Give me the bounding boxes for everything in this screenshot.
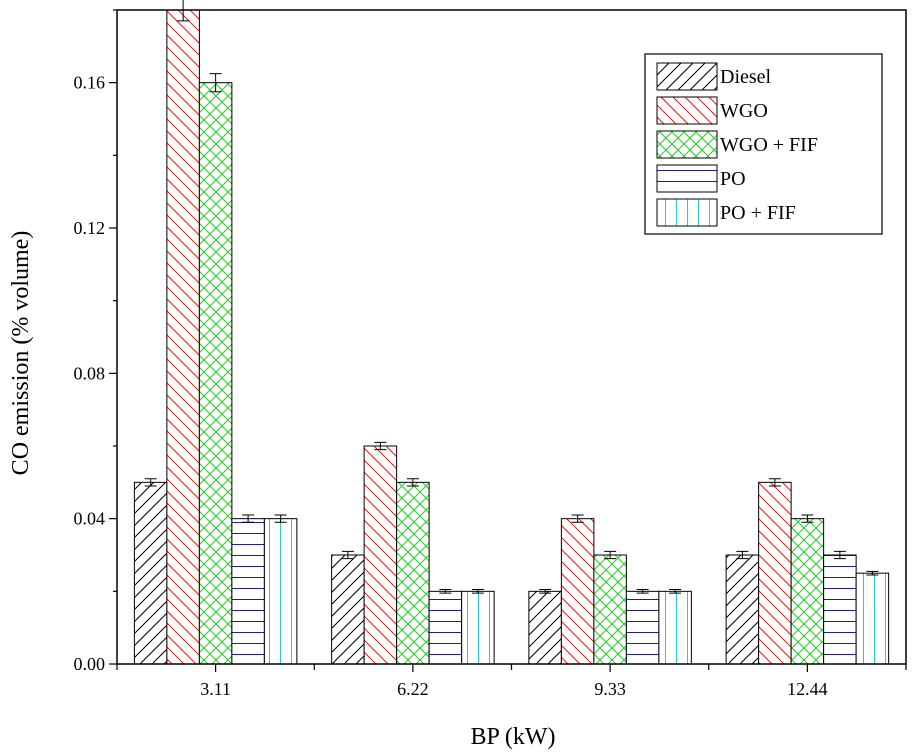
legend-swatch [656, 96, 718, 125]
error-bar-diesel-6.22 [341, 550, 354, 560]
bar-wgo-9.33 [560, 518, 595, 665]
error-bar-po-fif-9.33 [669, 589, 682, 594]
y-tick-label: 0.08 [74, 363, 106, 383]
error-bar-wgo-fif-6.22 [406, 478, 419, 487]
bar-wgo-fif-3.11 [198, 82, 233, 665]
x-tick-label: 6.22 [397, 679, 429, 699]
error-bar-po-3.11 [242, 514, 255, 523]
bar-diesel-3.11 [133, 481, 168, 665]
bar-po-fif-12.44 [855, 572, 890, 665]
legend-label: WGO [720, 100, 768, 122]
legend-label: WGO + FIF [720, 134, 818, 156]
bar-diesel-9.33 [528, 590, 562, 665]
error-bar-wgo-fif-12.44 [801, 514, 814, 523]
bar-wgo-fif-12.44 [790, 518, 825, 665]
bar-po-6.22 [428, 590, 463, 665]
error-bar-wgo-fif-3.11 [209, 73, 222, 93]
bar-po-fif-6.22 [461, 590, 495, 665]
legend-label: PO [720, 168, 746, 190]
error-bar-po-6.22 [439, 589, 452, 594]
bar-wgo-6.22 [363, 445, 398, 665]
y-tick-label: 0.12 [74, 218, 106, 238]
y-axis-title: CO emission (% volume) [8, 231, 34, 476]
legend-swatch [656, 164, 718, 193]
y-tick-label: 0.00 [74, 654, 106, 674]
x-tick-label: 3.11 [200, 679, 231, 699]
legend-label: PO + FIF [720, 202, 796, 224]
bar-po-9.33 [625, 590, 660, 665]
bar-wgo-fif-9.33 [593, 554, 627, 665]
bar-diesel-12.44 [725, 554, 760, 665]
legend-label: Diesel [720, 66, 772, 88]
error-bar-po-fif-12.44 [866, 570, 879, 576]
x-tick-label: 9.33 [594, 679, 626, 699]
y-tick-label: 0.16 [74, 73, 106, 93]
error-bar-po-12.44 [833, 550, 846, 560]
bar-wgo-12.44 [758, 481, 792, 665]
y-tick-label: 0.04 [74, 509, 106, 529]
error-bar-wgo-6.22 [374, 441, 387, 451]
bar-diesel-6.22 [331, 554, 365, 665]
error-bar-diesel-9.33 [539, 589, 552, 594]
axes-layer: 0.00 0.04 0.08 0.12 0.16 3.11 6.22 9.33 12.44 [74, 9, 907, 699]
legend-swatch [656, 198, 718, 227]
error-bar-wgo-12.44 [768, 478, 781, 487]
error-bar-wgo-9.33 [571, 514, 584, 523]
bar-po-fif-3.11 [263, 518, 298, 665]
bar-wgo-fif-6.22 [396, 481, 430, 665]
x-axis-title: BP (kW) [470, 724, 555, 750]
error-bar-wgo-fif-9.33 [604, 550, 617, 560]
legend: Diesel WGO WGO + FIF PO PO + FIF [644, 53, 883, 235]
bars-layer [133, 0, 890, 665]
bar-wgo-3.11 [166, 9, 200, 665]
error-bar-diesel-12.44 [736, 550, 749, 560]
bar-po-12.44 [823, 554, 857, 665]
bar-po-3.11 [231, 518, 265, 665]
error-bar-po-fif-3.11 [274, 514, 287, 523]
error-bar-po-9.33 [636, 589, 649, 594]
error-bar-diesel-3.11 [144, 478, 157, 487]
legend-swatch [656, 62, 718, 91]
error-bar-po-fif-6.22 [471, 589, 484, 594]
x-tick-label: 12.44 [787, 679, 828, 699]
legend-swatch [656, 130, 718, 159]
bar-po-fif-9.33 [658, 590, 692, 665]
